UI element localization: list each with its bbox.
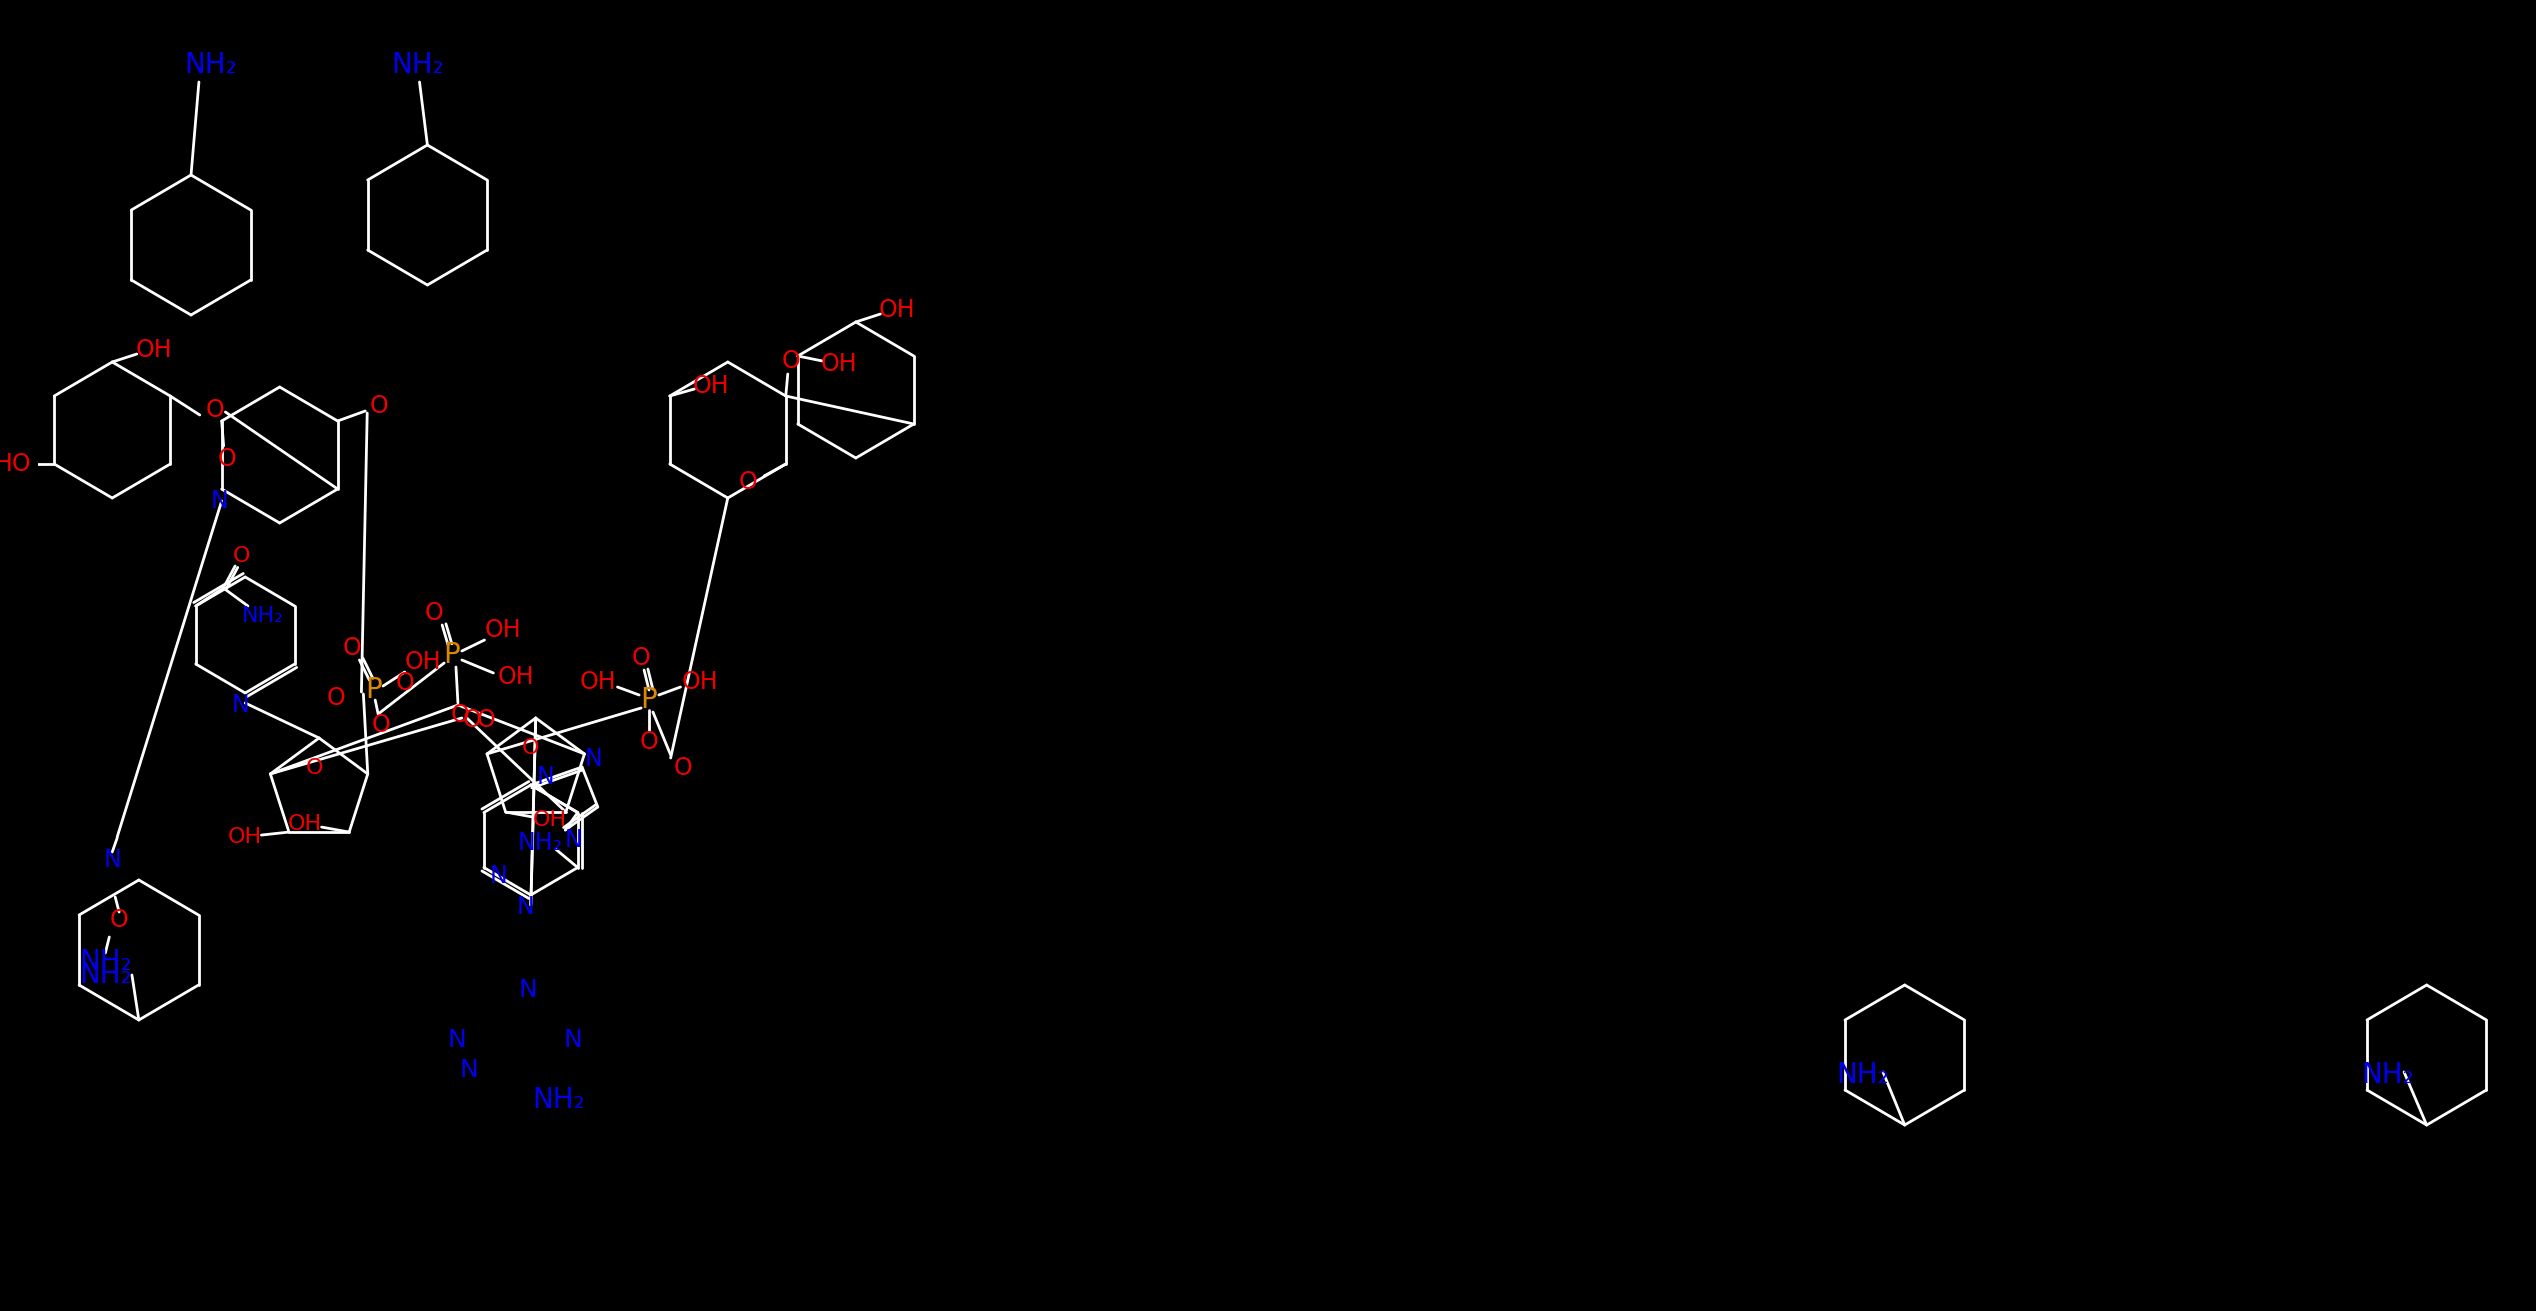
Text: OH: OH — [533, 810, 568, 830]
Text: O: O — [233, 545, 249, 566]
Text: O: O — [327, 686, 345, 711]
Text: OH: OH — [497, 665, 535, 690]
Text: O: O — [342, 636, 360, 659]
Text: N: N — [538, 766, 555, 789]
Text: NH₂: NH₂ — [533, 1086, 586, 1114]
Text: OH: OH — [403, 650, 441, 674]
Text: O: O — [218, 447, 236, 471]
Text: N: N — [517, 895, 535, 919]
Text: OH: OH — [287, 814, 322, 834]
Text: O: O — [109, 909, 129, 932]
Text: N: N — [586, 747, 604, 771]
Text: OH: OH — [134, 338, 172, 362]
Text: O: O — [304, 758, 322, 777]
Text: N: N — [104, 848, 122, 872]
Text: O: O — [451, 703, 469, 728]
Text: N: N — [517, 978, 538, 1002]
Text: N: N — [446, 1028, 467, 1051]
Text: N: N — [210, 489, 228, 513]
Text: O: O — [675, 756, 692, 780]
Text: NH₂: NH₂ — [391, 51, 444, 79]
Text: O: O — [522, 738, 540, 758]
Text: NH₂: NH₂ — [185, 51, 236, 79]
Text: NH₂: NH₂ — [79, 948, 132, 975]
Text: NH₂: NH₂ — [517, 830, 563, 855]
Text: OH: OH — [484, 617, 522, 642]
Text: NH₂: NH₂ — [79, 961, 132, 988]
Text: NH₂: NH₂ — [241, 606, 284, 625]
Text: P: P — [642, 686, 657, 714]
Text: NH₂: NH₂ — [1836, 1061, 1889, 1089]
Text: OH: OH — [692, 374, 730, 399]
Text: NH₂: NH₂ — [2361, 1061, 2414, 1089]
Text: O: O — [781, 349, 799, 374]
Text: O: O — [639, 730, 659, 754]
Text: OH: OH — [822, 351, 857, 376]
Text: O: O — [205, 399, 223, 422]
Text: O: O — [426, 600, 444, 625]
Text: O: O — [738, 471, 758, 494]
Text: P: P — [444, 641, 462, 669]
Text: OH: OH — [228, 827, 261, 847]
Text: HO: HO — [0, 452, 30, 476]
Text: O: O — [373, 713, 391, 737]
Text: P: P — [365, 676, 380, 704]
Text: N: N — [563, 1028, 583, 1051]
Text: O: O — [631, 646, 652, 670]
Text: N: N — [566, 829, 583, 852]
Text: O: O — [370, 395, 388, 418]
Text: N: N — [489, 864, 507, 888]
Text: OH: OH — [682, 670, 718, 694]
Text: N: N — [459, 1058, 479, 1082]
Text: OH: OH — [578, 670, 616, 694]
Text: O: O — [396, 671, 413, 695]
Text: OH: OH — [880, 298, 915, 323]
Text: O: O — [462, 708, 482, 732]
Text: N: N — [231, 694, 249, 717]
Text: O: O — [477, 708, 497, 732]
